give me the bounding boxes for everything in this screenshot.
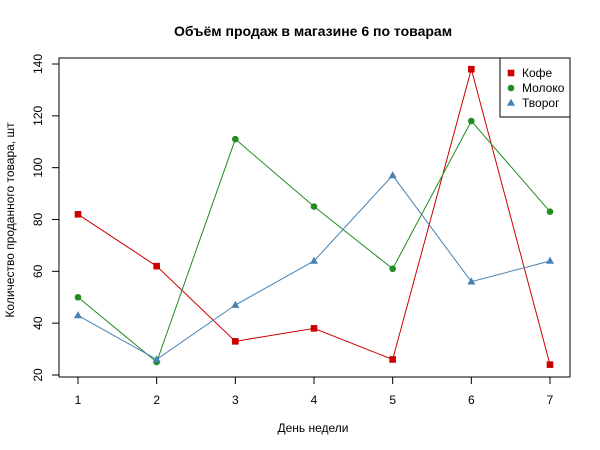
x-tick-label: 2 xyxy=(153,393,160,407)
x-tick-label: 7 xyxy=(547,393,554,407)
series-line xyxy=(77,174,551,361)
data-point xyxy=(74,311,82,319)
data-point xyxy=(546,208,554,216)
y-tick-label: 120 xyxy=(31,106,45,126)
y-tick-label: 60 xyxy=(31,264,45,278)
data-point xyxy=(468,65,475,73)
data-point xyxy=(74,211,82,218)
series-triangle xyxy=(74,171,554,363)
y-axis-label: Количество проданного товара, шт xyxy=(3,122,17,318)
data-point xyxy=(152,355,161,363)
data-point xyxy=(232,135,239,143)
x-tick-label: 1 xyxy=(75,393,82,407)
legend-marker xyxy=(507,69,515,77)
data-point xyxy=(468,117,475,125)
x-axis-label: День недели xyxy=(277,421,348,435)
y-tick-label: 20 xyxy=(31,368,45,382)
data-point xyxy=(546,256,554,264)
legend-marker xyxy=(507,98,515,106)
data-point xyxy=(389,356,396,363)
legend-entry: Кофе xyxy=(522,66,553,80)
legend-entry: Творог xyxy=(522,96,560,110)
series-line xyxy=(77,67,551,365)
data-point xyxy=(310,325,318,332)
data-point xyxy=(310,256,318,264)
data-point xyxy=(74,293,82,301)
y-tick-label: 40 xyxy=(31,316,45,330)
x-tick-label: 6 xyxy=(468,393,475,407)
legend-entry: Молоко xyxy=(522,81,565,95)
y-tick-label: 140 xyxy=(31,54,45,74)
data-point xyxy=(467,277,476,285)
series-square xyxy=(74,65,554,368)
series-layer xyxy=(74,65,554,368)
data-point xyxy=(153,262,160,270)
data-point xyxy=(232,338,239,345)
y-tick-label: 100 xyxy=(31,157,45,177)
x-tick-label: 3 xyxy=(232,393,239,407)
data-point xyxy=(389,265,396,273)
chart-title: Объём продаж в магазине 6 по товарам xyxy=(174,23,452,39)
legend-marker xyxy=(507,84,515,92)
data-point xyxy=(310,203,318,210)
x-axis: 1 2 3 4 5 6 7 xyxy=(75,376,554,407)
data-point xyxy=(546,361,554,368)
data-point xyxy=(388,171,397,179)
x-tick-label: 5 xyxy=(389,393,396,407)
data-point xyxy=(231,300,240,308)
y-tick-label: 80 xyxy=(31,213,45,227)
x-tick-label: 4 xyxy=(311,393,318,407)
y-axis: 20 40 60 80 100 120 140 xyxy=(31,54,60,382)
